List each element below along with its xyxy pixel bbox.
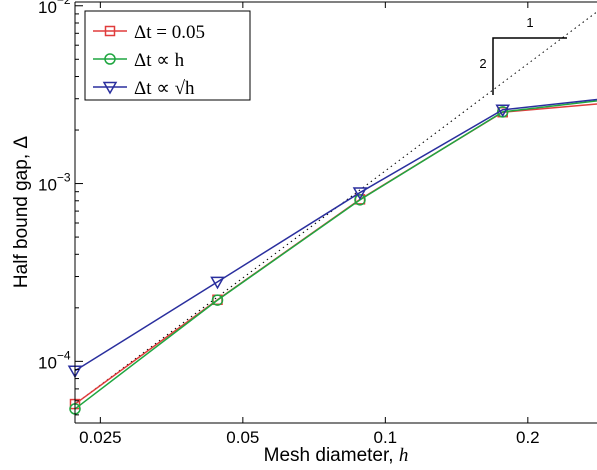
legend-label: Δt = 0.05 <box>134 22 205 43</box>
y-tick-base: 10 <box>38 0 57 17</box>
series-line <box>74 98 597 372</box>
legend-label: Δt ∝ √h <box>134 78 195 99</box>
slope-triangle-lines <box>492 37 567 95</box>
x-axis-label-text: Mesh diameter, <box>264 445 399 466</box>
x-tick-label: 0.2 <box>516 428 540 447</box>
y-axis-label: Half bound gap, Δ <box>11 136 32 288</box>
y-tick-label: 10−2 <box>38 0 71 17</box>
slope-run-label: 1 <box>526 15 533 30</box>
data-point <box>354 194 366 206</box>
x-axis-label-symbol: h <box>399 445 409 466</box>
data-point <box>352 187 368 201</box>
y-tick-exponent: −4 <box>57 348 71 362</box>
slope-triangle: 1 2 <box>479 15 567 95</box>
axes-layer <box>74 1 597 424</box>
data-point <box>211 294 224 306</box>
y-tick-label: 10−4 <box>38 348 71 372</box>
data-point <box>210 276 225 290</box>
y-tick-label: 10−3 <box>38 171 71 195</box>
legend-marker <box>102 81 118 95</box>
legend: Δt = 0.05 Δt ∝ h Δt ∝ √h <box>84 10 251 101</box>
legend-label: Δt ∝ h <box>134 50 185 71</box>
y-tick-exponent: −2 <box>57 0 71 7</box>
data-point <box>495 104 511 118</box>
legend-marker <box>104 53 116 65</box>
x-tick-label: 0.025 <box>79 428 122 447</box>
slope-rise-label: 2 <box>479 56 486 71</box>
x-tick-label: 0.1 <box>374 428 398 447</box>
legend-marker <box>104 25 116 37</box>
y-tick-base: 10 <box>38 176 57 195</box>
x-tick-label: 0.05 <box>226 428 259 447</box>
y-tick-exponent: −3 <box>57 171 71 185</box>
series-3 <box>67 98 597 379</box>
x-axis-label: Mesh diameter, h <box>264 445 409 466</box>
y-tick-base: 10 <box>38 353 57 372</box>
